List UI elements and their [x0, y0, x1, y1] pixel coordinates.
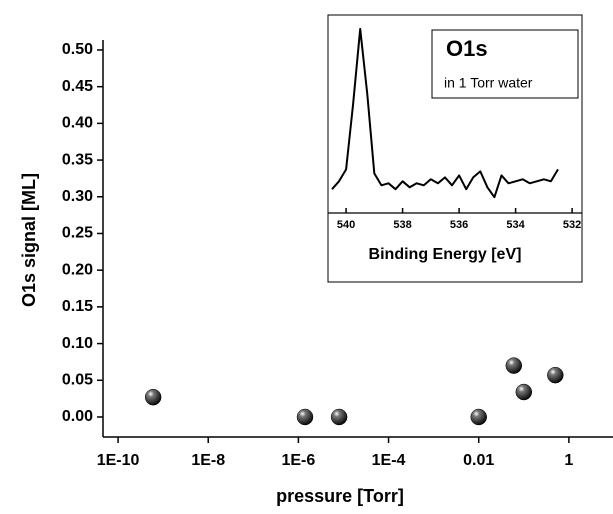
x-tick-label: 1E-10 — [97, 452, 140, 469]
x-tick-label: 534 — [506, 219, 525, 231]
y-tick-label: 0.15 — [62, 298, 93, 315]
x-tick-label: 540 — [337, 219, 355, 231]
x-tick-label: 538 — [393, 219, 411, 231]
x-tick-label: 0.01 — [463, 452, 494, 469]
inset-x-axis-label: Binding Energy [eV] — [369, 246, 522, 263]
y-tick-label: 0.25 — [62, 225, 93, 242]
y-tick-label: 0.45 — [62, 78, 93, 95]
y-tick-label: 0.20 — [62, 261, 93, 278]
y-axis-label: O1s signal [ML] — [19, 173, 39, 307]
x-tick-label: 1E-8 — [191, 452, 225, 469]
y-tick-label: 0.05 — [62, 371, 93, 388]
x-tick-label: 1E-6 — [281, 452, 315, 469]
y-tick-label: 0.30 — [62, 188, 93, 205]
inset-legend-box — [431, 29, 579, 99]
x-tick-label: 1E-4 — [372, 452, 406, 469]
x-tick-label: 536 — [450, 219, 468, 231]
y-tick-label: 0.50 — [62, 41, 93, 58]
data-point — [330, 408, 348, 426]
inset-subtitle: in 1 Torr water — [444, 75, 533, 91]
x-tick-label: 1 — [564, 452, 573, 469]
y-tick-label: 0.35 — [62, 151, 93, 168]
y-tick-label: 0.00 — [62, 408, 93, 425]
data-point — [296, 408, 314, 426]
data-point — [144, 388, 162, 406]
data-point — [515, 383, 533, 401]
x-axis-label: pressure [Torr] — [276, 486, 404, 506]
inset-title: O1s — [446, 36, 488, 61]
y-tick-label: 0.10 — [62, 335, 93, 352]
data-point — [470, 408, 487, 426]
spectrum-line — [331, 27, 559, 199]
data-point — [505, 357, 523, 374]
y-tick-label: 0.40 — [62, 115, 93, 132]
data-point — [547, 366, 564, 384]
x-tick-label: 532 — [563, 219, 581, 231]
